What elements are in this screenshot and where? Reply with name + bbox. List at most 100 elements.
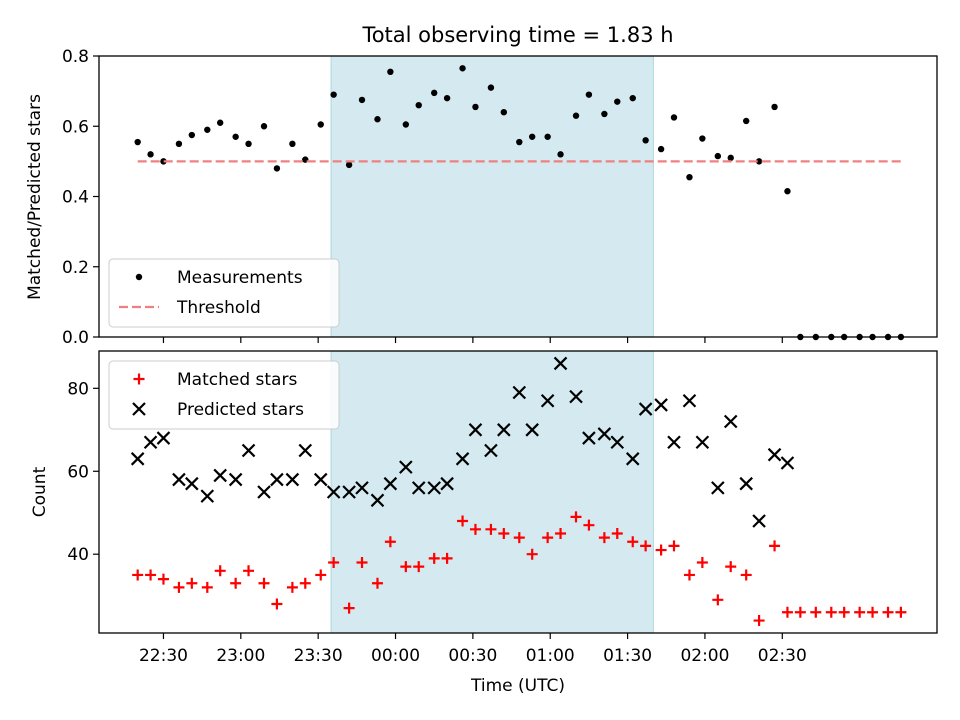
data-point [213,468,227,483]
data-point [895,606,907,618]
data-point [781,606,793,618]
data-point [299,577,311,589]
data-point [769,540,781,552]
data-point [258,577,270,589]
data-point [654,398,668,412]
data-point [610,435,625,450]
data-point [472,103,479,111]
data-point [825,606,837,618]
data-point [629,94,636,102]
data-point [725,561,737,573]
data-point [370,493,385,508]
chart-title: Total observing time = 1.83 h [361,23,673,47]
legend-box [108,360,340,430]
data-point [245,140,252,148]
data-point [298,443,313,458]
series-predicted-stars [130,356,795,528]
data-point [670,114,678,121]
data-point [399,460,413,474]
data-point [172,472,186,487]
data-point [727,154,734,162]
data-point [160,158,167,165]
data-point [712,594,724,606]
data-point [232,133,239,140]
data-point [130,452,145,466]
data-point [516,138,523,146]
data-point [582,431,596,445]
axes-frame [98,350,938,634]
x-tick-label: 01:00 [526,646,575,666]
data-point [642,137,649,144]
data-point [683,569,695,581]
data-point [241,443,256,458]
data-point [711,481,725,495]
data-point [742,117,750,125]
y-tick-label: 60 [67,462,89,482]
x-tick-label: 01:30 [603,646,652,666]
data-point [753,615,765,627]
data-point [145,569,157,581]
data-point [570,511,582,523]
data-point [583,519,595,531]
legend-marker [132,402,146,416]
data-point [625,452,640,466]
data-point [771,103,778,111]
data-point [440,476,454,491]
data-point [569,389,583,404]
data-point [330,91,337,98]
data-point [315,569,327,581]
data-point [384,536,396,548]
legend-marker [135,273,143,281]
data-point [289,140,296,148]
ratio-axis-label: Matched/Predicted stars [25,94,45,300]
data-point [638,402,653,416]
data-point [867,606,879,618]
data-point [597,427,612,441]
data-point [328,557,340,568]
data-point [714,152,722,160]
data-point [228,472,243,487]
data-point [498,527,510,539]
data-point [230,577,242,589]
y-tick-label: 80 [67,379,89,399]
data-point [528,133,536,140]
data-point [374,116,381,123]
y-tick-label: 0.4 [62,188,89,208]
ratio-panel: 0.0 0.2 0.4 0.6 0.8 Measurements Threshold [62,47,938,348]
series-matched-stars [132,511,907,627]
x-tick-label: 02:30 [758,646,807,666]
y-tick-label: 0.2 [62,258,89,278]
y-tick-label: 0.8 [62,47,89,67]
data-point [611,527,623,539]
data-point [147,151,154,158]
y-tick-label: 40 [67,545,89,565]
data-point [427,481,441,495]
data-point [513,532,525,544]
data-point [257,485,271,499]
data-point [655,544,667,556]
data-point [755,158,763,165]
data-point [497,423,511,437]
data-point [484,443,498,458]
data-point [780,456,795,470]
data-point [526,548,538,560]
data-point [469,523,481,535]
data-point [457,515,469,527]
data-point [455,452,470,466]
data-point [156,431,171,445]
data-point [402,121,410,128]
data-point [682,393,697,408]
data-point [355,481,369,495]
data-point [882,606,894,618]
data-point [686,173,693,181]
data-point [383,476,398,491]
data-point [640,540,652,552]
data-point [173,581,185,593]
data-point [134,138,141,146]
data-point [387,68,394,76]
legend-label: Predicted stars [177,400,304,420]
data-point [525,423,539,437]
data-point [201,581,213,593]
data-point [411,481,426,495]
